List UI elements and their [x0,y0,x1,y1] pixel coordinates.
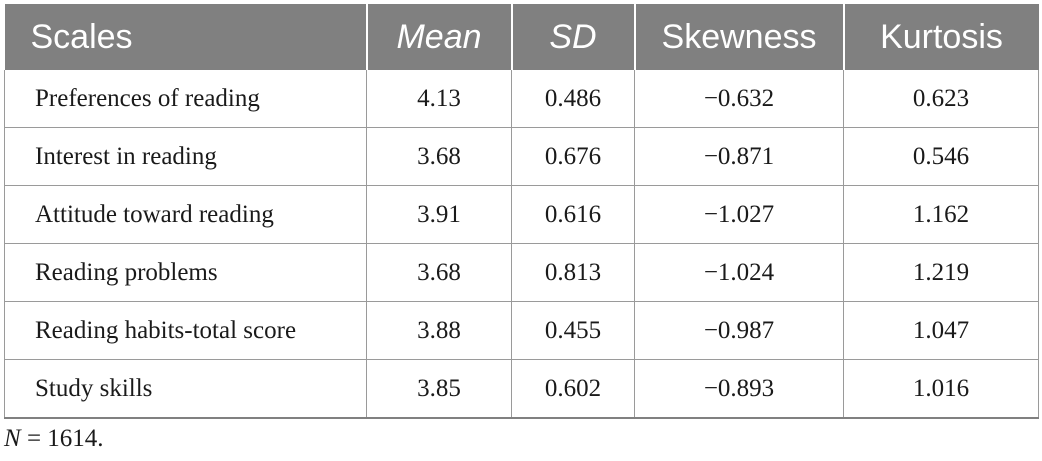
skewness-cell: −0.632 [634,70,844,128]
header-sd: SD [510,4,635,70]
scale-cell: Reading habits-total score [4,301,367,360]
table-row: Interest in reading 3.68 0.676 −0.871 0.… [4,127,1039,186]
scale-cell: Study skills [4,359,367,419]
kurtosis-cell: 1.016 [843,359,1039,419]
kurtosis-cell: 1.219 [843,243,1039,302]
kurtosis-cell: 0.623 [843,70,1039,128]
sd-cell: 0.455 [511,301,635,360]
scale-cell: Attitude toward reading [4,185,367,244]
table-body: Preferences of reading 4.13 0.486 −0.632… [4,70,1039,419]
skewness-cell: −1.024 [634,243,844,302]
mean-cell: 3.85 [366,359,512,419]
header-scales: Scales [4,4,367,70]
table-row: Preferences of reading 4.13 0.486 −0.632… [4,70,1039,128]
scale-cell: Preferences of reading [4,70,367,128]
skewness-cell: −0.987 [634,301,844,360]
skewness-cell: −1.027 [634,185,844,244]
statistics-table: Scales Mean SD Skewness Kurtosis Prefere… [4,4,1039,419]
table-header: Scales Mean SD Skewness Kurtosis [4,4,1039,70]
sd-cell: 0.602 [511,359,635,419]
sd-cell: 0.616 [511,185,635,244]
mean-cell: 3.68 [366,127,512,186]
table-row: Reading problems 3.68 0.813 −1.024 1.219 [4,243,1039,302]
mean-cell: 4.13 [366,70,512,128]
sample-size-symbol: N [4,425,21,452]
kurtosis-cell: 0.546 [843,127,1039,186]
header-row: Scales Mean SD Skewness Kurtosis [4,4,1039,70]
sd-cell: 0.676 [511,127,635,186]
table-container: Scales Mean SD Skewness Kurtosis Prefere… [4,4,1039,419]
table-row: Study skills 3.85 0.602 −0.893 1.016 [4,359,1039,419]
kurtosis-cell: 1.047 [843,301,1039,360]
table-row: Reading habits-total score 3.88 0.455 −0… [4,301,1039,360]
sd-cell: 0.486 [511,70,635,128]
header-mean: Mean [365,4,512,70]
skewness-cell: −0.893 [634,359,844,419]
scale-cell: Reading problems [4,243,367,302]
mean-cell: 3.88 [366,301,512,360]
mean-cell: 3.91 [366,185,512,244]
mean-cell: 3.68 [366,243,512,302]
scale-cell: Interest in reading [4,127,367,186]
table-row: Attitude toward reading 3.91 0.616 −1.02… [4,185,1039,244]
header-kurtosis: Kurtosis [842,4,1039,70]
skewness-cell: −0.871 [634,127,844,186]
kurtosis-cell: 1.162 [843,185,1039,244]
sample-size-value: = 1614. [20,425,104,452]
table-footnote: N = 1614. [4,425,104,453]
sd-cell: 0.813 [511,243,635,302]
header-skewness: Skewness [633,4,844,70]
